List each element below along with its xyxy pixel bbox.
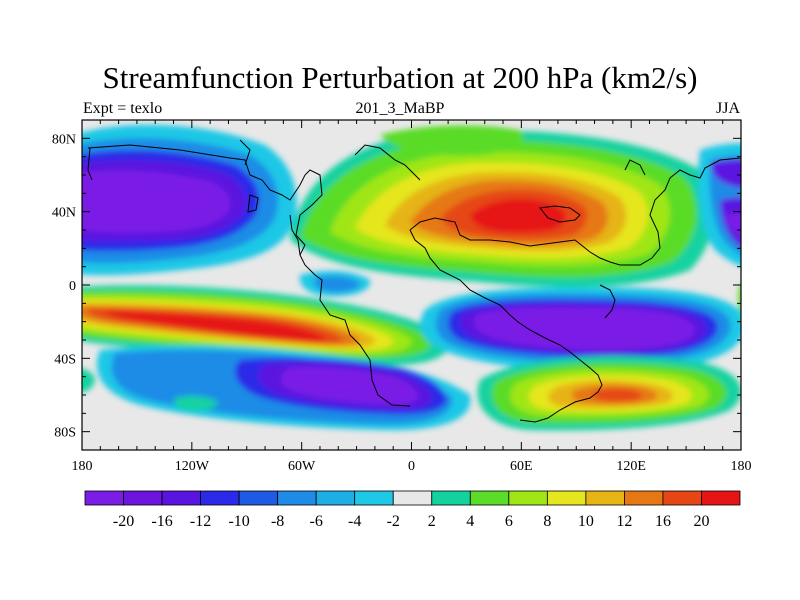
colorbar-swatch <box>84 490 124 506</box>
colorbar: -20 -16 -12 -10 -8 -6 -4 -2 2 4 6 8 10 12 16 20 <box>84 490 741 530</box>
x-tick-label: 60W <box>288 459 316 474</box>
colorbar-swatch <box>315 490 356 506</box>
colorbar-swatch <box>392 490 433 506</box>
colorbar-label: -10 <box>228 513 249 530</box>
x-axis-ticks: 180 120W 60W 0 60E 120E 180 <box>72 120 752 474</box>
sw-pacific-feature <box>82 368 95 393</box>
colorbar-swatch <box>354 490 394 506</box>
x-tick-label: 120E <box>616 459 646 474</box>
colorbar-label: -16 <box>151 513 172 530</box>
colorbar-label: -6 <box>310 513 323 530</box>
colorbar-label: 6 <box>505 513 513 530</box>
y-tick-label: 40S <box>54 352 76 367</box>
colorbar-swatch <box>277 490 317 506</box>
colorbar-swatch <box>469 490 510 506</box>
colorbar-label: 2 <box>428 513 436 530</box>
y-tick-label: 40N <box>52 206 76 221</box>
colorbar-swatch <box>585 490 625 506</box>
x-tick-label: 0 <box>408 459 415 474</box>
colorbar-label: 12 <box>616 513 632 530</box>
x-tick-label: 60E <box>510 459 533 474</box>
colorbar-swatch <box>123 490 163 506</box>
coastlines <box>87 139 741 423</box>
east-pacific-feature <box>738 284 741 313</box>
season-label: JJA <box>715 100 740 117</box>
colorbar-swatch <box>200 490 240 506</box>
colorbar-label: -2 <box>387 513 400 530</box>
north-america-low <box>82 124 297 276</box>
run-label: 201_3_MaBP <box>355 100 445 117</box>
colorbar-swatch <box>662 490 702 506</box>
y-tick-label: 0 <box>69 279 76 294</box>
y-tick-label: 80S <box>54 426 76 441</box>
x-tick-label: 180 <box>731 459 752 474</box>
contour-fill <box>82 124 741 431</box>
indian-ocean-low <box>420 287 741 372</box>
colorbar-label: -20 <box>113 513 134 530</box>
australia-south-high <box>477 355 741 431</box>
colorbar-swatch <box>508 490 548 506</box>
x-tick-label: 120W <box>175 459 210 474</box>
arctic-features <box>380 125 741 267</box>
colorbar-swatch <box>161 490 201 506</box>
experiment-label: Expt = texlo <box>83 100 163 117</box>
plot-title: Streamfunction Perturbation at 200 hPa (… <box>102 60 698 95</box>
colorbar-label: -8 <box>271 513 284 530</box>
colorbar-swatch <box>701 490 741 506</box>
colorbar-label: 8 <box>543 513 551 530</box>
south-pacific-small-high <box>174 395 218 411</box>
colorbar-label: 16 <box>655 513 671 530</box>
colorbar-swatch <box>624 490 664 506</box>
colorbar-label: 10 <box>578 513 594 530</box>
y-axis-ticks: 80N 40N 0 40S 80S <box>52 119 741 451</box>
y-tick-label: 80N <box>52 132 76 147</box>
south-pacific-high <box>82 285 451 366</box>
colorbar-swatch <box>431 490 471 506</box>
colorbar-label: 4 <box>466 513 474 530</box>
colorbar-swatch <box>546 490 587 506</box>
x-tick-label: 180 <box>72 459 93 474</box>
asia-high <box>290 129 715 287</box>
colorbar-label: -4 <box>348 513 361 530</box>
colorbar-swatch <box>238 490 279 506</box>
colorbar-label: -12 <box>190 513 211 530</box>
colorbar-label: 20 <box>693 513 709 530</box>
